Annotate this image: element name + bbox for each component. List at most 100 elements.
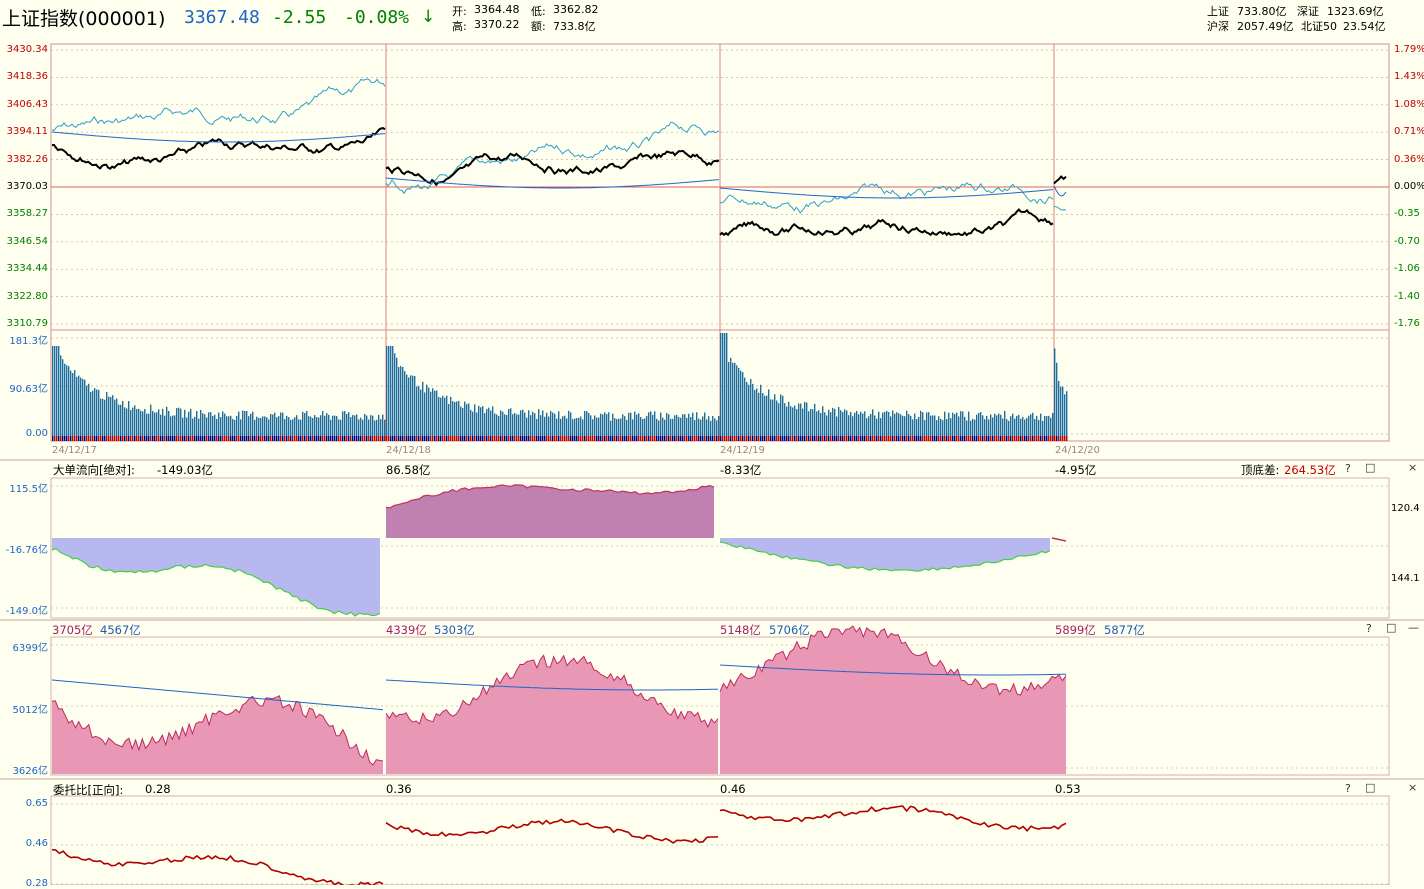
volume-bar — [282, 412, 284, 441]
volume-bar-base — [974, 436, 976, 441]
volume-bar-base — [64, 436, 66, 441]
volume-bar-base — [198, 436, 200, 441]
ratio-max-button[interactable]: □ — [1365, 781, 1376, 794]
volume-bar-base — [394, 436, 396, 441]
volume-bar — [854, 412, 856, 441]
volume-bar-base — [56, 436, 58, 441]
volume-bar — [516, 414, 518, 441]
volume-bar — [296, 415, 298, 441]
volume-bar — [122, 400, 124, 441]
volume-bar — [446, 395, 448, 441]
pct-tick-6: -0.35 — [1394, 208, 1420, 220]
volume-bar-base — [782, 436, 784, 441]
volume-bar-base — [560, 436, 562, 441]
volume-bar — [342, 411, 344, 441]
ratio-title[interactable]: 委托比[正向]: — [53, 783, 124, 797]
volume-bar-base — [730, 436, 732, 441]
volume-bar-base — [1012, 436, 1014, 441]
volume-bar-base — [480, 436, 482, 441]
volume-bar — [316, 417, 318, 441]
volume-bar — [248, 416, 250, 441]
volume-bar — [1010, 416, 1012, 441]
volume-bar — [1046, 416, 1048, 441]
volume-bar — [912, 419, 914, 441]
volume-bar — [992, 417, 994, 441]
turnover-help-button[interactable]: ? — [1366, 622, 1372, 635]
volume-bar-base — [846, 436, 848, 441]
volume-bar — [534, 413, 536, 441]
volume-bar-base — [936, 436, 938, 441]
volume-bar — [590, 415, 592, 441]
flow-help-button[interactable]: ? — [1345, 462, 1351, 475]
volume-bar — [552, 412, 554, 441]
amount-label: 额: — [531, 20, 546, 33]
volume-bar-base — [488, 436, 490, 441]
ratio-tick-1: 0.46 — [25, 838, 48, 849]
ratio-close-button[interactable]: × — [1408, 781, 1418, 794]
volume-bar — [240, 419, 242, 441]
turnover-max-button[interactable]: □ — [1386, 621, 1397, 634]
flow-close-button[interactable]: × — [1408, 461, 1418, 474]
volume-bar-base — [168, 436, 170, 441]
volume-bar — [494, 413, 496, 441]
volume-bar — [766, 395, 768, 441]
volume-bar — [170, 416, 172, 441]
volume-bar-base — [138, 436, 140, 441]
volume-bar-base — [486, 436, 488, 441]
volume-bar — [514, 412, 516, 441]
volume-bar-base — [954, 436, 956, 441]
volume-bar-base — [100, 436, 102, 441]
volume-bar — [628, 412, 630, 441]
volume-bar-base — [678, 436, 680, 441]
date-tick-1: 24/12/18 — [386, 445, 431, 456]
volume-bar — [408, 377, 410, 441]
flow-title[interactable]: 大单流向[绝对]: — [53, 463, 135, 477]
volume-bar-base — [546, 436, 548, 441]
volume-bar-base — [672, 436, 674, 441]
volume-bar — [264, 416, 266, 441]
volume-bar — [820, 412, 822, 441]
volume-bar-base — [196, 436, 198, 441]
volume-bar — [270, 413, 272, 441]
volume-bar — [660, 412, 662, 441]
volume-bar-base — [474, 436, 476, 441]
volume-bar — [848, 415, 850, 441]
volume-bar-base — [586, 436, 588, 441]
volume-bar-base — [756, 436, 758, 441]
volume-bar — [802, 408, 804, 441]
volume-bar-base — [630, 436, 632, 441]
volume-bar — [702, 416, 704, 441]
volume-bar-base — [208, 436, 210, 441]
volume-bar — [870, 413, 872, 441]
volume-bar-base — [428, 436, 430, 441]
ratio-help-button[interactable]: ? — [1345, 782, 1351, 795]
volume-bar-base — [692, 436, 694, 441]
volume-bar-base — [408, 436, 410, 441]
volume-bar — [358, 419, 360, 441]
volume-bar — [648, 412, 650, 441]
volume-bar — [970, 420, 972, 441]
volume-bar — [1020, 418, 1022, 441]
turnover-min-button[interactable]: — — [1408, 621, 1419, 634]
volume-bar — [606, 414, 608, 441]
volume-bar — [996, 415, 998, 441]
volume-bar — [452, 401, 454, 441]
volume-bar-base — [282, 436, 284, 441]
volume-bar-base — [582, 436, 584, 441]
volume-bar — [326, 413, 328, 441]
volume-bar-base — [528, 436, 530, 441]
flow-max-button[interactable]: □ — [1365, 461, 1376, 474]
volume-bar — [644, 418, 646, 441]
open-label: 开: — [452, 5, 467, 18]
volume-bar-base — [652, 436, 654, 441]
index-title[interactable]: 上证指数(000001) — [2, 8, 166, 30]
volume-bar — [1054, 348, 1056, 441]
volume-bar-base — [206, 436, 208, 441]
volume-bar — [246, 410, 248, 441]
volume-bar-base — [822, 436, 824, 441]
volume-bar-base — [380, 436, 382, 441]
volume-bar — [172, 415, 174, 441]
volume-bar-base — [796, 436, 798, 441]
volume-bar-base — [286, 436, 288, 441]
